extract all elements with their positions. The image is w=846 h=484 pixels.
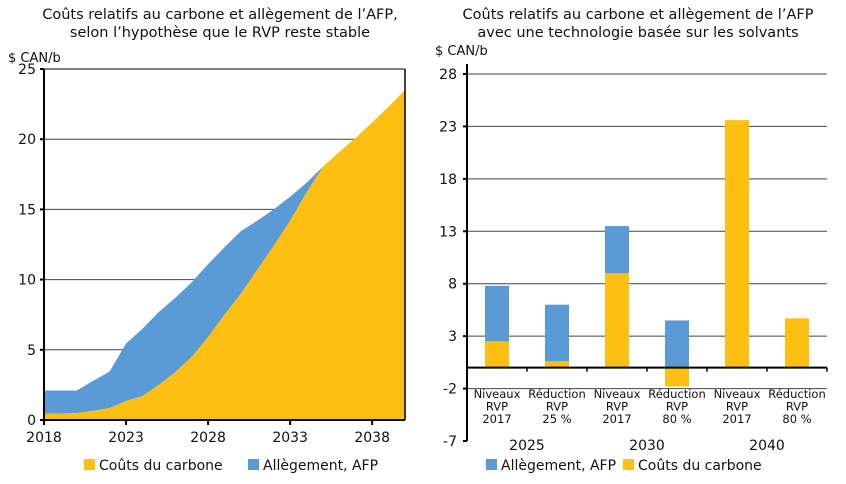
group-label: 2025 [509, 438, 545, 454]
area-couts-carbone [44, 90, 405, 420]
bar-couts-carbone [665, 367, 689, 387]
category-label: RVP [726, 400, 748, 414]
y-tick-label: -7 [443, 434, 457, 450]
y-tick-label: 15 [18, 202, 36, 218]
y-tick-label: -2 [443, 382, 457, 398]
bar-couts-carbone [725, 120, 749, 368]
legend-swatch-afp [486, 459, 497, 470]
legend-label-carbone: Coûts du carbone [99, 458, 223, 474]
group-label: 2040 [749, 438, 785, 454]
category-label: RVP [546, 400, 568, 414]
x-tick-label: 2018 [26, 430, 62, 446]
y-tick-label: 3 [448, 329, 457, 345]
category-label: RVP [786, 400, 808, 414]
bar-allegement-afp [605, 226, 629, 274]
left-title-line2: selon l’hypothèse que le RVP reste stabl… [69, 25, 371, 41]
right-title-line2: avec une technologie basée sur les solva… [477, 25, 799, 41]
right-chart-title: Coûts relatifs au carbone et allègement … [430, 6, 846, 42]
y-tick-label: 13 [439, 224, 457, 240]
legend-swatch-carbone [623, 459, 634, 470]
category-label: Réduction [768, 387, 826, 401]
right-title-line1: Coûts relatifs au carbone et allègement … [462, 7, 814, 23]
bar-couts-carbone [485, 341, 509, 368]
category-label: RVP [666, 400, 688, 414]
area-allegement-afp [44, 90, 405, 414]
category-label: Réduction [648, 387, 706, 401]
category-label: 2017 [722, 412, 751, 426]
bar-allegement-afp [665, 320, 689, 368]
category-label: 80 % [782, 412, 811, 426]
legend-label-carbone: Coûts du carbone [638, 458, 762, 474]
category-label: Niveaux [474, 387, 521, 401]
y-tick-label: 23 [439, 119, 457, 135]
category-label: Réduction [528, 387, 586, 401]
bar-allegement-afp [545, 304, 569, 362]
category-label: 2017 [482, 412, 511, 426]
y-tick-label: 0 [27, 413, 36, 429]
category-label: Niveaux [594, 387, 641, 401]
legend-label-afp: Allègement, AFP [263, 458, 378, 474]
x-tick-label: 2023 [108, 430, 144, 446]
y-tick-label: 20 [18, 132, 36, 148]
y-tick-label: 5 [27, 343, 36, 359]
category-label: RVP [486, 400, 508, 414]
bar-allegement-afp [485, 285, 509, 342]
legend-swatch-carbone [84, 459, 95, 470]
x-tick-label: 2028 [190, 430, 226, 446]
x-tick-label: 2038 [354, 430, 390, 446]
left-title-line1: Coûts relatifs au carbone et allègement … [42, 7, 398, 23]
right-y-axis-unit: $ CAN/b [435, 44, 488, 59]
category-label: 2017 [602, 412, 631, 426]
bar-couts-carbone [785, 318, 809, 368]
x-tick-label: 2033 [272, 430, 308, 446]
legend-swatch-afp [248, 459, 259, 470]
left-chart-title: Coûts relatifs au carbone et allègement … [0, 6, 440, 42]
bar-couts-carbone [545, 361, 569, 368]
legend-label-afp: Allègement, AFP [501, 458, 616, 474]
left-y-axis-unit: $ CAN/b [8, 51, 61, 66]
y-tick-label: 28 [439, 67, 457, 83]
y-tick-label: 18 [439, 172, 457, 188]
category-label: Niveaux [714, 387, 761, 401]
category-label: 25 % [542, 412, 571, 426]
bar-couts-carbone [605, 273, 629, 368]
group-label: 2030 [629, 438, 665, 454]
category-label: 80 % [662, 412, 691, 426]
y-tick-label: 10 [18, 273, 36, 289]
y-tick-label: 8 [448, 277, 457, 293]
y-tick-label: 25 [18, 62, 36, 78]
category-label: RVP [606, 400, 628, 414]
